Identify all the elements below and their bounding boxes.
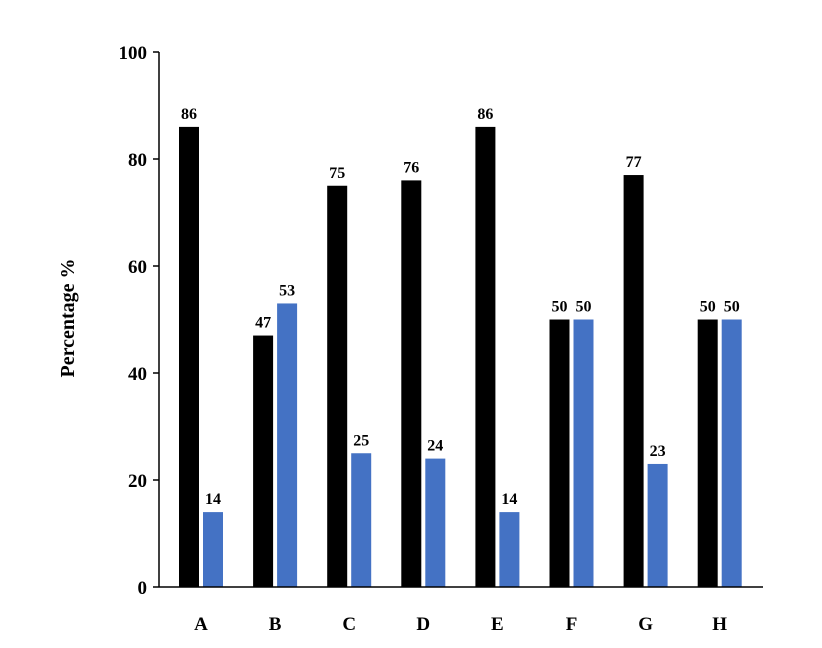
bar-F-series-2 <box>573 319 594 587</box>
data-label-E-series-2: 14 <box>501 491 517 508</box>
bar-C-series-2 <box>351 453 372 587</box>
y-axis-ticks: 0 20 40 60 80 100 <box>119 43 159 599</box>
bar-G-series-2 <box>647 463 668 587</box>
data-label-H-series-2: 50 <box>724 299 740 316</box>
x-tick-label-A: A <box>194 614 208 635</box>
x-tick-label-B: B <box>269 614 282 635</box>
bar-C-series-1 <box>327 185 348 587</box>
y-axis-title: Percentage % <box>57 258 79 377</box>
data-label-D-series-1: 76 <box>403 159 419 176</box>
bar-D-series-2 <box>425 458 446 587</box>
bar-H-series-1 <box>697 319 718 587</box>
data-label-G-series-2: 23 <box>650 443 666 460</box>
x-tick-label-F: F <box>566 614 578 635</box>
data-label-E-series-1: 86 <box>477 106 493 123</box>
data-label-F-series-2: 50 <box>576 299 592 316</box>
y-tick-label: 40 <box>128 364 147 385</box>
bar-H-series-2 <box>721 319 742 587</box>
data-label-A-series-1: 86 <box>181 106 197 123</box>
y-tick-label: 0 <box>138 578 148 599</box>
bar-F-series-1 <box>549 319 570 587</box>
data-label-A-series-2: 14 <box>205 491 221 508</box>
x-tick-label-C: C <box>342 614 356 635</box>
y-tick-label: 100 <box>119 43 148 64</box>
bar-A-series-1 <box>179 126 199 588</box>
data-label-C-series-2: 25 <box>353 432 369 449</box>
y-tick-label: 20 <box>128 471 147 492</box>
bar-A-series-2 <box>203 512 223 587</box>
x-tick-label-E: E <box>491 614 504 635</box>
bar-G-series-1 <box>623 175 644 588</box>
x-tick-label-H: H <box>712 614 727 635</box>
data-label-B-series-1: 47 <box>255 315 271 332</box>
data-label-H-series-1: 50 <box>700 299 716 316</box>
y-tick-label: 80 <box>128 150 147 171</box>
bar-B-series-1 <box>253 335 274 587</box>
bar-D-series-1 <box>401 180 422 587</box>
bars <box>179 126 742 588</box>
y-tick-label: 60 <box>128 257 147 278</box>
data-labels: 86 14 47 53 75 25 76 24 86 14 50 50 77 23 50 50 <box>181 106 740 508</box>
x-tick-label-G: G <box>638 614 653 635</box>
data-label-C-series-1: 75 <box>329 165 345 182</box>
data-label-F-series-1: 50 <box>552 299 568 316</box>
data-label-G-series-1: 77 <box>626 154 642 171</box>
bar-B-series-2 <box>277 303 298 587</box>
x-axis-ticks: A B C D E F G H <box>194 614 727 635</box>
bar-E-series-1 <box>475 126 496 588</box>
bar-E-series-2 <box>499 512 520 587</box>
data-label-B-series-2: 53 <box>279 282 295 299</box>
x-tick-label-D: D <box>416 614 430 635</box>
data-label-D-series-2: 24 <box>427 438 443 455</box>
